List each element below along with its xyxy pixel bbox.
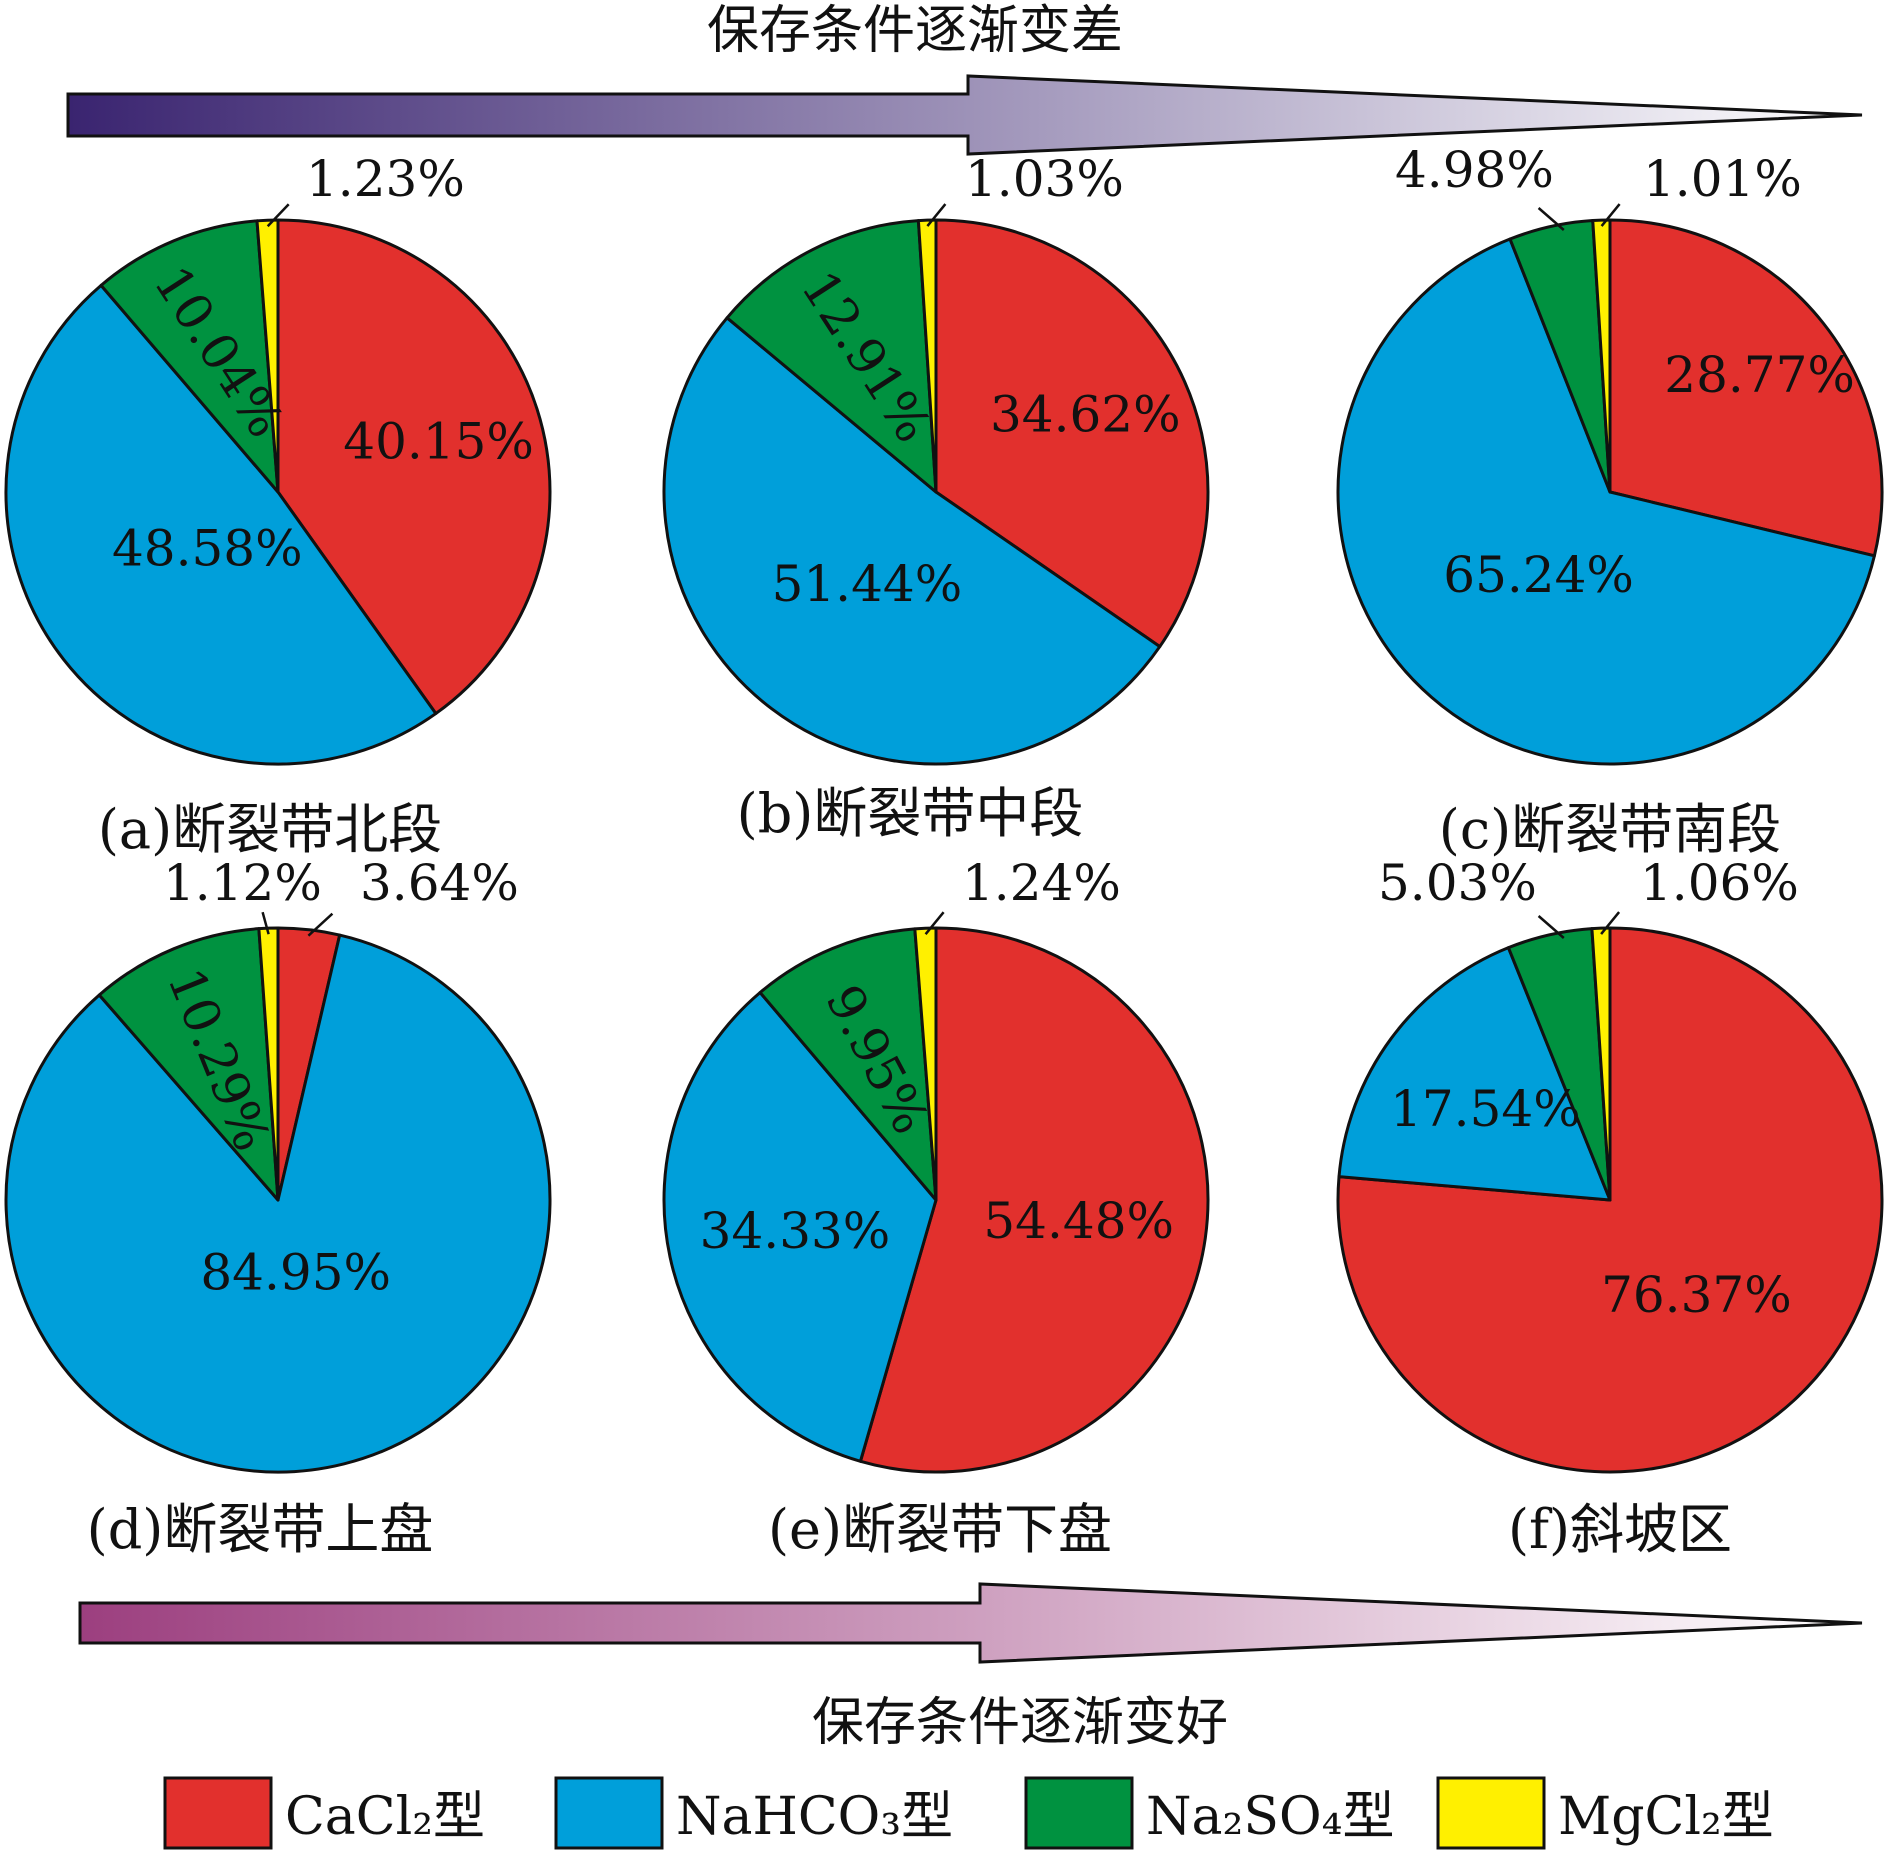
top-arrow [66,74,1863,156]
pie-chart-f: 76.37% 17.54% 5.03% 1.06% (f)斜坡区 [1336,854,1884,1561]
pie-a-label-mgcl2: 1.23% [306,150,465,208]
pie-b-slice-nahco3 [662,316,1162,766]
top-arrow-label: 保存条件逐渐变差 [707,1,1123,61]
pie-a-slice-cacl2 [276,218,552,716]
legend-label-na2so4: Na₂SO₄型 [1146,1787,1394,1847]
pie-f-label-mgcl2: 1.06% [1640,854,1799,912]
pie-c-slice-cacl2 [1608,218,1884,558]
pie-e-title: (e)断裂带下盘 [768,1498,1112,1561]
pie-a-title: (a)断裂带北段 [98,798,442,861]
pie-f-label-cacl2: 76.37% [1601,1266,1792,1324]
pie-f-leader-mgcl2 [1600,911,1621,935]
pie-f-leader-na2so4 [1537,915,1565,939]
pie-c-slice-mgcl2 [1591,218,1612,494]
legend-swatch-cacl2 [163,1776,273,1850]
pie-c-label-na2so4: 4.98% [1395,141,1554,199]
pie-a-slice-nahco3 [4,283,438,766]
legend-label-nahco3: NaHCO₃型 [676,1787,953,1847]
pie-b-slice-cacl2 [934,218,1210,649]
pie-f-title: (f)斜坡区 [1508,1498,1732,1561]
legend-swatch-nahco3 [554,1776,664,1850]
pie-e-slice-nahco3 [662,991,938,1463]
pie-f-slice-nahco3 [1337,946,1612,1202]
pie-c-label-mgcl2: 1.01% [1643,150,1802,208]
pie-b-label-mgcl2: 1.03% [965,150,1124,208]
pie-e-label-nahco3: 34.33% [700,1202,891,1260]
pie-d-label-mgcl2: 1.12% [163,854,322,912]
legend-label-mgcl2: MgCl₂型 [1558,1787,1774,1847]
pie-d-leader-mgcl2 [261,911,270,935]
pie-e-label-cacl2: 54.48% [983,1192,1174,1250]
legend-swatch-mgcl2 [1436,1776,1546,1850]
pie-b-title: (b)断裂带中段 [737,782,1084,845]
pie-c-slice-nahco3 [1336,237,1876,766]
pie-d-label-cacl2: 3.64% [360,854,519,912]
pie-b-leader-mgcl2 [926,203,947,227]
pie-d-title: (d)断裂带上盘 [87,1498,434,1561]
pie-chart-a: 40.15%48.58%10.04%1.23%(a)断裂带北段 [4,150,552,861]
pie-c-title: (c)断裂带南段 [1439,798,1781,861]
pie-e-slice-mgcl2 [913,926,938,1202]
pie-f-label-nahco3: 17.54% [1390,1080,1581,1138]
pie-chart-b: 34.62%51.44%12.91%1.03%(b)断裂带中段 [662,150,1210,845]
pie-a-label-nahco3: 48.58% [112,519,303,577]
bottom-arrow [78,1582,1863,1664]
legend: CaCl₂型 NaHCO₃型 Na₂SO₄型 MgCl₂型 [163,1776,1774,1850]
pie-c-leader-mgcl2 [1600,203,1621,227]
pie-a-leader-mgcl2 [266,203,290,228]
pie-chart-e: 54.48%34.33%9.95%1.24%(e)断裂带下盘 [662,854,1210,1561]
pie-d-leader-cacl2 [307,912,334,937]
pie-e-slice-na2so4 [758,927,938,1202]
pie-d-label-nahco3: 84.95% [200,1243,391,1301]
pie-d-slice-na2so4 [97,927,280,1202]
pie-d-slice-nahco3 [4,933,552,1474]
pie-a-label-cacl2: 40.15% [343,413,534,471]
pie-chart-c: 28.77% 65.24% 4.98% 1.01% (c)断裂带南段 [1336,141,1884,861]
pie-e-leader-mgcl2 [924,911,945,935]
bottom-arrow-label: 保存条件逐渐变好 [812,1693,1228,1753]
legend-label-cacl2: CaCl₂型 [285,1787,485,1847]
pie-e-slice-cacl2 [858,926,1210,1474]
pie-a-slice-na2so4 [99,219,280,494]
pie-e-label-mgcl2: 1.24% [962,854,1121,912]
pie-b-slice-na2so4 [725,219,938,494]
pie-d-slice-mgcl2 [257,926,280,1202]
pie-c-label-cacl2: 28.77% [1664,346,1855,404]
pie-c-label-nahco3: 65.24% [1443,546,1634,604]
pie-b-label-nahco3: 51.44% [772,555,963,613]
pie-b-slice-mgcl2 [916,218,938,494]
legend-swatch-na2so4 [1024,1776,1134,1850]
pie-a-slice-mgcl2 [255,218,280,494]
pie-chart-d: 3.64%84.95%10.29%1.12%(d)断裂带上盘 [4,854,552,1561]
pie-f-slice-mgcl2 [1590,926,1612,1202]
pie-f-label-na2so4: 5.03% [1378,854,1537,912]
pie-c-leader-na2so4 [1537,207,1565,231]
pie-b-label-cacl2: 34.62% [990,386,1181,444]
